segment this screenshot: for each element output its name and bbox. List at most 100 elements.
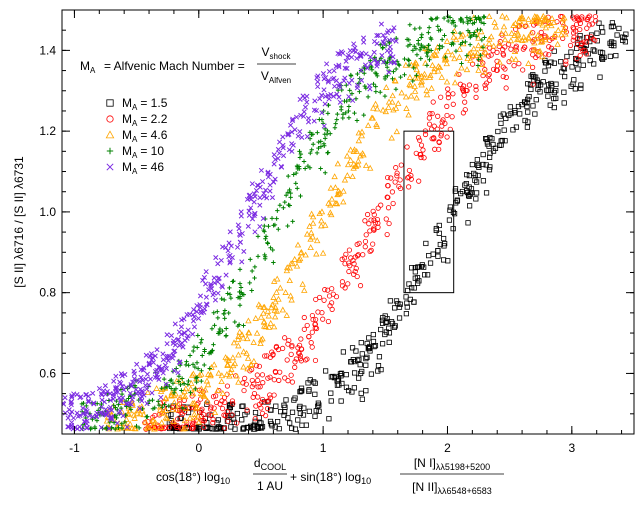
data-point <box>405 111 412 118</box>
data-point <box>542 16 550 23</box>
data-point <box>222 297 227 303</box>
data-point <box>259 372 266 378</box>
data-point <box>234 244 241 250</box>
data-point <box>292 127 298 133</box>
data-point <box>363 51 369 57</box>
data-point <box>154 367 160 373</box>
data-point <box>510 21 517 28</box>
data-point <box>319 310 325 316</box>
data-point <box>237 289 242 295</box>
data-point <box>238 285 244 290</box>
data-point <box>272 424 278 430</box>
data-point <box>202 362 207 368</box>
data-point <box>578 85 584 92</box>
data-point <box>475 63 481 68</box>
data-point <box>385 28 391 34</box>
data-point <box>298 336 304 342</box>
data-point <box>420 147 426 153</box>
data-point <box>84 418 90 424</box>
data-point <box>102 383 108 389</box>
data-point <box>298 193 303 199</box>
data-point <box>265 240 270 245</box>
data-point <box>185 327 191 333</box>
data-point <box>342 98 347 104</box>
data-point <box>302 251 309 258</box>
data-point <box>257 340 264 347</box>
data-point <box>508 46 514 52</box>
data-point <box>258 420 264 426</box>
data-point <box>304 322 310 329</box>
data-point <box>328 390 334 396</box>
data-point <box>128 382 134 388</box>
data-point <box>146 382 152 388</box>
data-point <box>359 396 365 402</box>
data-point <box>283 193 289 198</box>
data-point <box>189 390 197 397</box>
data-point <box>169 406 176 413</box>
data-point <box>347 263 353 269</box>
data-point <box>577 26 583 33</box>
data-point <box>351 146 358 153</box>
data-point <box>275 208 280 213</box>
data-point <box>299 280 306 287</box>
data-point <box>429 52 436 59</box>
data-point <box>412 59 419 66</box>
data-point <box>584 34 591 40</box>
data-point <box>232 319 238 325</box>
data-point <box>395 100 402 106</box>
data-point <box>133 386 139 393</box>
data-point <box>304 93 310 99</box>
data-point <box>436 64 444 71</box>
y-tick-label: 1.4 <box>39 43 56 57</box>
data-point <box>172 342 178 348</box>
data-point <box>97 410 104 416</box>
data-point <box>179 388 184 393</box>
data-point <box>423 87 430 94</box>
data-point <box>459 61 464 66</box>
data-point <box>422 272 428 278</box>
data-point <box>160 409 168 416</box>
data-point <box>77 413 83 419</box>
data-point <box>247 360 255 367</box>
data-point <box>150 355 156 361</box>
data-point <box>411 299 417 305</box>
data-point <box>91 400 97 406</box>
data-point <box>180 425 187 432</box>
data-point <box>354 273 360 280</box>
data-point <box>421 70 428 77</box>
data-point <box>327 303 333 309</box>
data-point <box>308 210 315 217</box>
data-point <box>464 172 470 178</box>
data-point <box>355 137 363 144</box>
data-point <box>543 51 549 57</box>
data-point <box>387 52 393 58</box>
data-point <box>349 54 355 60</box>
data-point <box>195 333 201 338</box>
data-point <box>393 128 401 135</box>
data-point <box>163 415 171 422</box>
data-point <box>306 222 313 229</box>
data-point <box>412 265 418 271</box>
data-point <box>445 95 452 101</box>
data-point <box>111 393 117 399</box>
data-point <box>474 34 479 39</box>
data-point <box>423 91 431 98</box>
data-point <box>240 292 245 297</box>
data-point <box>390 106 397 113</box>
data-point <box>482 82 488 88</box>
data-point <box>338 370 345 376</box>
data-point <box>449 20 455 26</box>
data-point <box>465 192 472 199</box>
data-point <box>560 20 567 27</box>
data-point <box>252 314 259 321</box>
data-point <box>364 65 370 71</box>
data-point <box>218 425 224 431</box>
data-point <box>381 59 387 65</box>
data-point <box>438 73 445 80</box>
data-point <box>387 44 393 50</box>
data-point <box>271 161 277 167</box>
data-point <box>163 381 169 387</box>
data-point <box>186 414 194 421</box>
data-point <box>462 99 468 105</box>
data-point <box>149 390 155 396</box>
